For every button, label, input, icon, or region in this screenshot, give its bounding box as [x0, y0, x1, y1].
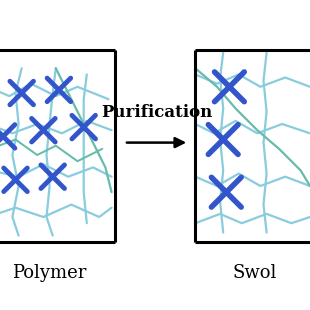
Text: Purification: Purification [101, 104, 212, 121]
Text: Swol: Swol [232, 264, 277, 282]
Text: Polymer: Polymer [12, 264, 87, 282]
